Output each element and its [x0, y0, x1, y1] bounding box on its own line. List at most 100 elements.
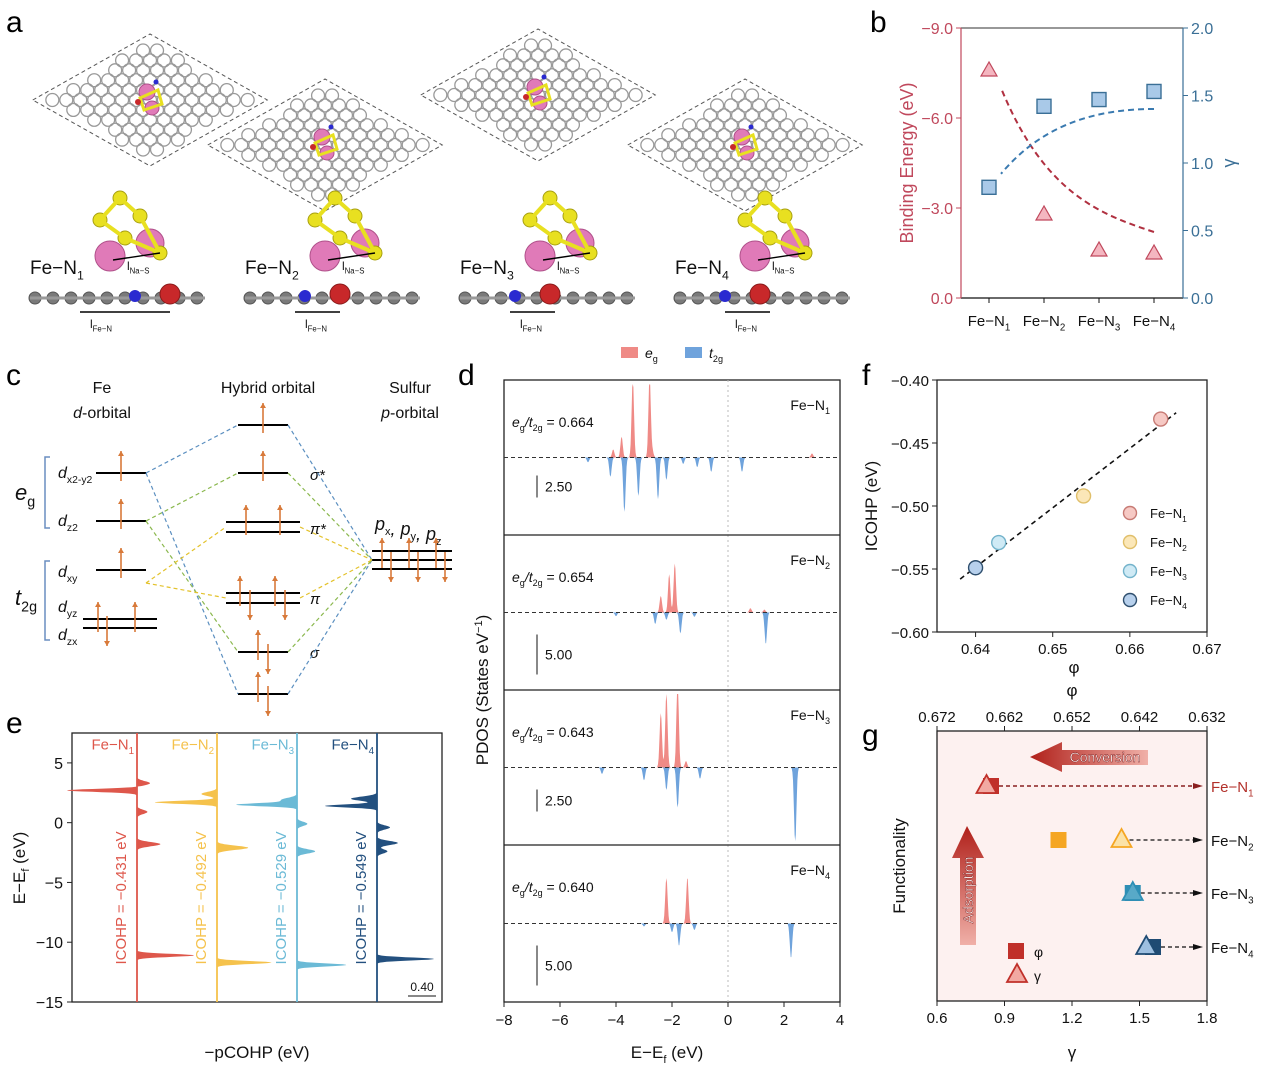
- carbon-ring: [303, 137, 319, 153]
- carbon-ring: [108, 82, 123, 98]
- x-tick-label: 0.9: [994, 1010, 1015, 1027]
- t2g-pdos-area: [504, 923, 840, 958]
- carbon-ring: [682, 118, 697, 133]
- panel-label-b: b: [870, 6, 887, 39]
- carbon-ring: [703, 127, 718, 143]
- carbon-ring: [198, 92, 213, 108]
- carbon-ring: [709, 118, 725, 133]
- carbon-ring: [723, 157, 739, 172]
- carbon-ring: [496, 97, 511, 113]
- row-label: Fe−N4: [1211, 940, 1254, 961]
- carbon-ring: [758, 147, 774, 163]
- legend-phi-label: φ: [1034, 944, 1043, 960]
- scale-bar-label: 2.50: [545, 479, 572, 495]
- carbon-ring: [454, 77, 469, 93]
- carbon-ring: [101, 73, 116, 88]
- carbon-ring: [516, 127, 532, 142]
- carbon-ring: [262, 157, 277, 172]
- x-tick-label: Fe−N4: [1133, 313, 1176, 334]
- iron-atom: [135, 99, 141, 105]
- carbon-ring: [170, 53, 186, 68]
- carbon-ring: [156, 132, 172, 147]
- series-name: Fe−N4: [331, 737, 374, 758]
- carbon-ring: [723, 118, 739, 133]
- legend-label: Fe−N3: [1150, 564, 1187, 582]
- carbon-ring: [793, 137, 808, 153]
- carbon-ring: [303, 98, 319, 113]
- carbon-ring: [156, 92, 172, 108]
- carbon-ring: [205, 82, 220, 98]
- carbon-ring: [128, 92, 144, 108]
- row-arrowhead: [1193, 890, 1203, 896]
- sulfur-cluster: [313, 132, 339, 157]
- carbon-ring: [359, 118, 374, 133]
- carbon-ring: [338, 167, 354, 182]
- carbon-ring: [170, 73, 186, 88]
- carbon-ring: [240, 92, 255, 108]
- left-y-tick-label: 0.0: [931, 291, 953, 308]
- d-orbital-label: dxy: [58, 564, 78, 585]
- y-axis-title: E−Ef (eV): [10, 832, 32, 905]
- carbon-ring: [345, 118, 361, 133]
- x-tick-label: Fe−N2: [1023, 313, 1066, 334]
- carbon-ring: [317, 98, 333, 113]
- carbon-ring: [551, 77, 567, 93]
- carbon-ring: [289, 157, 305, 172]
- electron-arrowhead: [118, 548, 124, 553]
- carbon-ring: [289, 137, 305, 153]
- carbon-ring: [461, 87, 476, 103]
- carbon-ring: [523, 117, 539, 132]
- carbon-ring: [537, 38, 553, 53]
- fit-line: [959, 412, 1177, 580]
- iron-atom: [539, 283, 561, 305]
- left-y-tick-label: −3.0: [921, 201, 953, 218]
- hybrid-orbital-header: Hybrid orbital: [221, 380, 315, 397]
- carbon-ring: [317, 177, 333, 192]
- row-label: Fe−N3: [1211, 886, 1254, 907]
- connector-blue: [145, 424, 239, 474]
- carbon-ring: [509, 58, 525, 73]
- carbon-ring: [772, 108, 788, 123]
- structure-name: Fe−N2: [245, 258, 299, 283]
- carbon-ring: [523, 38, 539, 53]
- carbon-ring: [80, 82, 95, 98]
- carbon-ring: [779, 118, 794, 133]
- sulfur-cluster: [733, 132, 759, 157]
- connector-blue: [145, 472, 239, 695]
- electron-arrowhead: [442, 577, 448, 582]
- row-arrowhead: [1193, 944, 1203, 950]
- carbon-ring: [156, 112, 172, 127]
- carbon-ring: [565, 58, 581, 73]
- carbon-ring: [331, 98, 347, 113]
- plot-frame: [71, 732, 443, 1003]
- right-y-tick-label: 0.0: [1191, 291, 1213, 308]
- carbon-ring: [737, 98, 753, 113]
- legend-label: t2g: [709, 345, 723, 364]
- fe-n-distance-label: lFe−N: [305, 317, 327, 334]
- eg-t2g-ratio-label: eg/t2g = 0.643: [512, 724, 594, 743]
- carbon-ring: [101, 112, 116, 127]
- carbon-ring: [128, 112, 144, 127]
- carbon-ring: [296, 167, 312, 182]
- carbon-ring: [345, 157, 361, 172]
- carbon-ring: [614, 87, 629, 103]
- data-point: [1075, 488, 1092, 504]
- carbon-ring: [654, 137, 669, 153]
- carbon-ring: [772, 147, 788, 163]
- y-tick-label: −5: [45, 875, 63, 892]
- carbon-ring: [800, 147, 815, 163]
- carbon-ring: [565, 77, 581, 93]
- carbon-ring: [523, 58, 539, 73]
- carbon-ring: [682, 137, 697, 153]
- carbon-ring: [835, 137, 850, 153]
- carbon-ring: [800, 127, 815, 143]
- x-tick-label: Fe−N3: [1078, 313, 1121, 334]
- carbon-ring: [496, 117, 511, 132]
- carbon-ring: [765, 157, 781, 172]
- fe-n-distance-label: lFe−N: [520, 317, 542, 334]
- cell-boundary: [419, 28, 657, 162]
- side-view-structure: Fe−N2 lNa−S lFe−N: [243, 190, 420, 334]
- carbon-ring: [551, 58, 567, 73]
- structure-name: Fe−N1: [30, 258, 84, 283]
